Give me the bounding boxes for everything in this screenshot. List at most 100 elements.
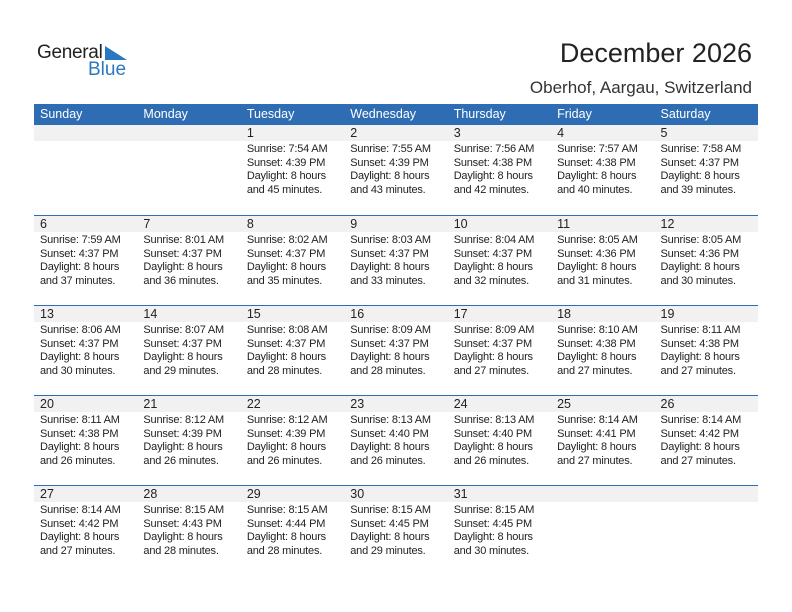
day-number: 10	[453, 217, 468, 231]
daylight-text: Daylight: 8 hours	[660, 351, 740, 363]
sunset-text: Sunset: 4:37 PM	[246, 337, 326, 350]
calendar-week: 6 Sunrise: 7:59 AM Sunset: 4:37 PM Daylight…	[34, 215, 758, 305]
day-cell: 11 Sunrise: 8:05 AM Sunset: 4:36 PM Dayligh…	[551, 216, 654, 305]
sunset-text: Sunset: 4:40 PM	[350, 427, 429, 440]
day-number: 17	[453, 307, 468, 321]
daylight-text: Daylight: 8 hours	[246, 261, 326, 273]
sunrise-text: Sunrise: 7:58 AM	[660, 143, 742, 155]
daylight-text: Daylight: 8 hours	[350, 261, 430, 273]
day-cell: 25 Sunrise: 8:14 AM Sunset: 4:41 PM Dayligh…	[551, 396, 654, 485]
daylight-text: Daylight: 8 hours	[453, 170, 533, 182]
daylight-minutes-text: and 42 minutes.	[453, 183, 529, 196]
empty-cell	[551, 486, 654, 575]
sunset-text: Sunset: 4:38 PM	[557, 156, 636, 169]
daylight-text: Daylight: 8 hours	[143, 531, 223, 543]
logo-text-blue: Blue	[88, 59, 127, 80]
day-number: 27	[40, 487, 54, 501]
daylight-text: Daylight: 8 hours	[40, 531, 120, 543]
sunrise-text: Sunrise: 8:07 AM	[143, 324, 224, 336]
sunrise-text: Sunrise: 8:04 AM	[453, 234, 535, 246]
daylight-minutes-text: and 27 minutes.	[40, 544, 116, 557]
sunset-text: Sunset: 4:41 PM	[557, 427, 636, 440]
daylight-minutes-text: and 26 minutes.	[143, 454, 219, 467]
sunrise-text: Sunrise: 8:15 AM	[350, 504, 431, 516]
daylight-text: Daylight: 8 hours	[143, 351, 223, 363]
day-cell: 22 Sunrise: 8:12 AM Sunset: 4:39 PM Dayligh…	[241, 396, 344, 485]
sunset-text: Sunset: 4:37 PM	[246, 247, 326, 260]
day-cell: 29 Sunrise: 8:15 AM Sunset: 4:44 PM Dayligh…	[241, 486, 344, 575]
daylight-minutes-text: and 37 minutes.	[40, 274, 116, 287]
sunrise-text: Sunrise: 8:11 AM	[40, 414, 120, 426]
day-cell: 1 Sunrise: 7:54 AM Sunset: 4:39 PM Daylight…	[241, 125, 344, 215]
daylight-text: Daylight: 8 hours	[246, 351, 326, 363]
sunset-text: Sunset: 4:39 PM	[143, 427, 222, 440]
day-number: 18	[557, 307, 572, 321]
day-number: 2	[350, 126, 358, 140]
day-cell: 14 Sunrise: 8:07 AM Sunset: 4:37 PM Dayligh…	[137, 306, 240, 395]
sunset-text: Sunset: 4:37 PM	[350, 247, 429, 260]
empty-cell	[137, 125, 240, 215]
daylight-text: Daylight: 8 hours	[40, 351, 120, 363]
daylight-text: Daylight: 8 hours	[453, 531, 533, 543]
calendar-week: 13 Sunrise: 8:06 AM Sunset: 4:37 PM Dayligh…	[34, 305, 758, 395]
daylight-minutes-text: and 39 minutes.	[660, 183, 736, 196]
day-number: 6	[40, 217, 47, 231]
sunset-text: Sunset: 4:45 PM	[350, 517, 429, 530]
day-number: 12	[660, 217, 675, 231]
daylight-minutes-text: and 26 minutes.	[246, 454, 323, 467]
sunset-text: Sunset: 4:38 PM	[660, 337, 740, 350]
day-number: 23	[350, 397, 365, 411]
day-cell: 15 Sunrise: 8:08 AM Sunset: 4:37 PM Dayligh…	[241, 306, 344, 395]
daylight-text: Daylight: 8 hours	[453, 441, 533, 453]
daylight-minutes-text: and 27 minutes.	[557, 454, 633, 467]
day-cell: 2 Sunrise: 7:55 AM Sunset: 4:39 PM Daylight…	[344, 125, 447, 215]
sunrise-text: Sunrise: 8:01 AM	[143, 234, 224, 246]
daylight-minutes-text: and 40 minutes.	[557, 183, 633, 196]
daylight-minutes-text: and 27 minutes.	[660, 364, 736, 377]
sunrise-text: Sunrise: 8:02 AM	[246, 234, 328, 246]
day-number: 14	[143, 307, 158, 321]
daylight-minutes-text: and 27 minutes.	[557, 364, 633, 377]
sunrise-text: Sunrise: 8:09 AM	[453, 324, 535, 336]
sunset-text: Sunset: 4:37 PM	[143, 337, 222, 350]
sunset-text: Sunset: 4:42 PM	[40, 517, 119, 530]
day-number: 19	[660, 307, 675, 321]
daylight-text: Daylight: 8 hours	[660, 170, 740, 182]
day-cell: 4 Sunrise: 7:57 AM Sunset: 4:38 PM Daylight…	[551, 125, 654, 215]
daylight-minutes-text: and 36 minutes.	[143, 274, 219, 287]
weekday-saturday: Saturday	[660, 107, 711, 121]
day-cell: 3 Sunrise: 7:56 AM Sunset: 4:38 PM Daylight…	[448, 125, 551, 215]
daylight-minutes-text: and 30 minutes.	[40, 364, 116, 377]
sunrise-text: Sunrise: 8:05 AM	[557, 234, 638, 246]
day-number: 24	[453, 397, 468, 411]
sunset-text: Sunset: 4:43 PM	[143, 517, 222, 530]
sunrise-text: Sunrise: 7:54 AM	[246, 143, 328, 155]
daylight-text: Daylight: 8 hours	[246, 531, 326, 543]
calendar-week: 27 Sunrise: 8:14 AM Sunset: 4:42 PM Dayligh…	[34, 485, 758, 575]
day-cell: 30 Sunrise: 8:15 AM Sunset: 4:45 PM Dayligh…	[344, 486, 447, 575]
weekday-header: Sunday Monday Tuesday Wednesday Thursday Frid…	[34, 104, 758, 125]
sunrise-text: Sunrise: 7:56 AM	[453, 143, 535, 155]
daylight-text: Daylight: 8 hours	[246, 441, 326, 453]
day-number: 15	[246, 307, 261, 321]
daylight-minutes-text: and 33 minutes.	[350, 274, 426, 287]
sunrise-text: Sunrise: 8:05 AM	[660, 234, 742, 246]
weekday-tuesday: Tuesday	[246, 107, 295, 121]
sunrise-text: Sunrise: 8:12 AM	[143, 414, 224, 426]
daylight-text: Daylight: 8 hours	[143, 261, 223, 273]
daylight-text: Daylight: 8 hours	[350, 351, 430, 363]
sunrise-text: Sunrise: 8:12 AM	[246, 414, 328, 426]
day-number: 20	[40, 397, 54, 411]
sunset-text: Sunset: 4:37 PM	[40, 247, 119, 260]
daylight-text: Daylight: 8 hours	[246, 170, 326, 182]
sunrise-text: Sunrise: 8:03 AM	[350, 234, 431, 246]
day-cell: 26 Sunrise: 8:14 AM Sunset: 4:42 PM Dayligh…	[655, 396, 758, 485]
weekday-sunday: Sunday	[40, 107, 83, 121]
sunset-text: Sunset: 4:39 PM	[246, 156, 326, 169]
day-cell: 31 Sunrise: 8:15 AM Sunset: 4:45 PM Dayligh…	[448, 486, 551, 575]
sunset-text: Sunset: 4:37 PM	[40, 337, 119, 350]
day-number: 1	[246, 126, 254, 140]
daylight-minutes-text: and 35 minutes.	[246, 274, 323, 287]
daylight-text: Daylight: 8 hours	[40, 441, 120, 453]
daylight-minutes-text: and 30 minutes.	[660, 274, 736, 287]
